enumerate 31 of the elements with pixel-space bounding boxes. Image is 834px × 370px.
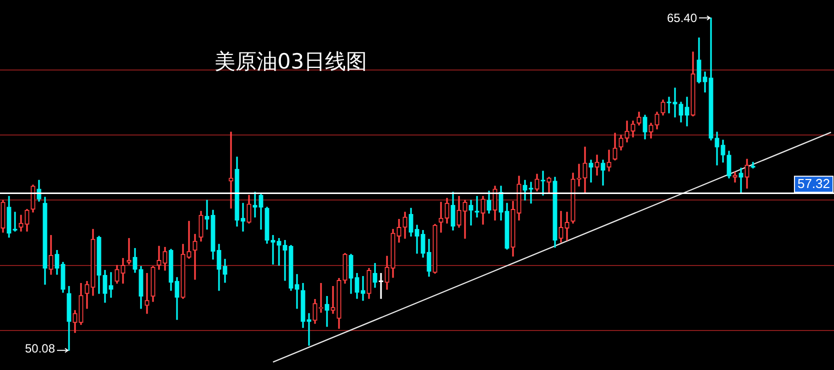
candlestick [324, 296, 330, 327]
candlestick [468, 200, 474, 226]
candlestick [462, 200, 468, 239]
candlestick [702, 72, 708, 92]
candlestick [588, 160, 594, 183]
candlestick [672, 88, 678, 118]
ref-line-label: 57.32 [797, 176, 830, 191]
candlestick [594, 154, 600, 176]
annotation: 50.08 [24, 342, 56, 356]
candlestick [294, 274, 300, 309]
candlestick [144, 272, 150, 314]
candlestick [276, 238, 282, 266]
candlestick [666, 96, 672, 114]
candlestick [738, 168, 744, 192]
candlestick [330, 286, 336, 314]
candlestick [606, 150, 612, 172]
candlestick [240, 202, 246, 232]
candlestick [438, 202, 444, 233]
candlestick [360, 276, 366, 301]
candlestick [306, 313, 312, 346]
candlestick [186, 220, 192, 259]
candlestick [156, 246, 162, 270]
annotation: 65.40 [666, 11, 698, 26]
candlestick [282, 240, 288, 281]
candlestick [108, 272, 114, 298]
text: 美原油03日线图 [214, 49, 368, 74]
candlestick [228, 132, 234, 209]
candlestick [318, 282, 324, 313]
candlestick [564, 212, 570, 241]
candlestick [192, 234, 198, 280]
candlestick [204, 200, 210, 230]
